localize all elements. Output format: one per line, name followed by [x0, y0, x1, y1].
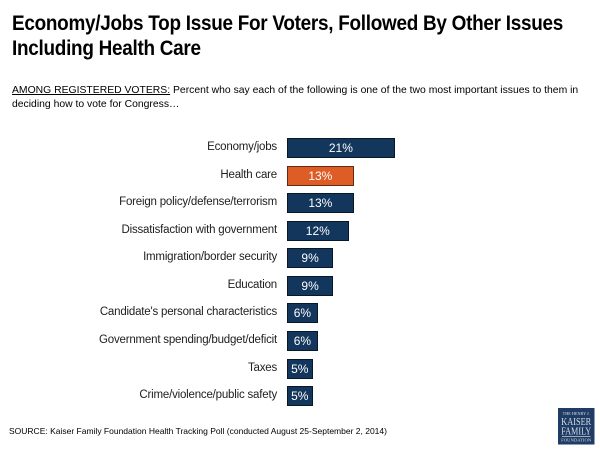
svg-text:THE HENRY J.: THE HENRY J. — [563, 411, 590, 416]
svg-text:KAISER: KAISER — [561, 417, 591, 428]
svg-text:FOUNDATION: FOUNDATION — [561, 438, 592, 443]
svg-text:FAMILY: FAMILY — [561, 427, 591, 438]
